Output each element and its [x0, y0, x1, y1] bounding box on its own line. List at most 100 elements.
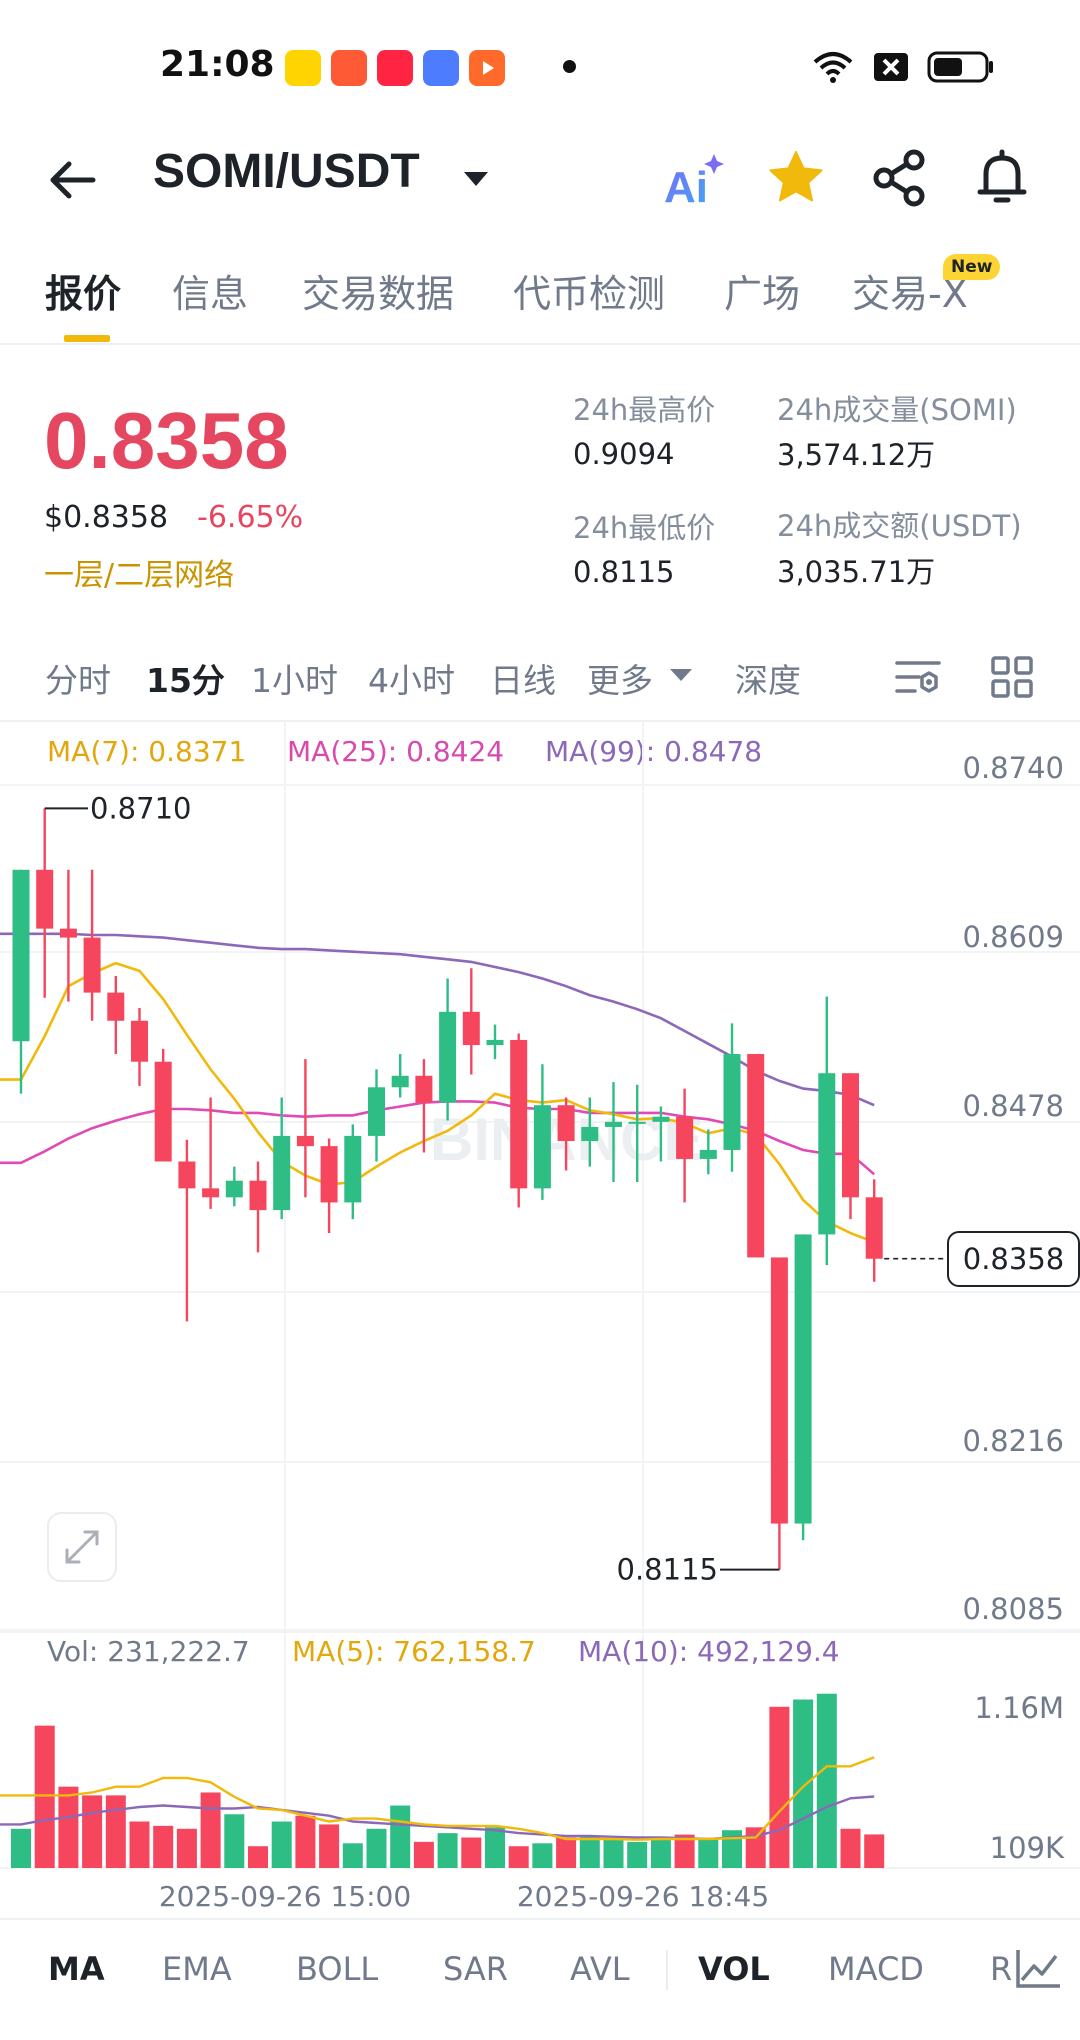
- volume-bar: [627, 1841, 648, 1868]
- layout-grid-icon[interactable]: [990, 655, 1034, 699]
- volume-bar: [816, 1693, 837, 1868]
- candle-down: [107, 992, 125, 1021]
- volume-bar: [864, 1834, 885, 1868]
- app-icon-2: [331, 50, 367, 86]
- interval-more[interactable]: 更多: [587, 661, 653, 700]
- volume-ma10-legend: MA(10): 492,129.4: [578, 1635, 840, 1668]
- video-app-icon: [469, 50, 505, 86]
- volume-bar: [58, 1786, 79, 1868]
- interval-depth[interactable]: 深度: [735, 661, 801, 700]
- candle-up: [794, 1234, 812, 1524]
- chart-top-divider: [0, 720, 1080, 722]
- candle-down: [320, 1146, 338, 1203]
- indicator-sar[interactable]: SAR: [443, 1950, 509, 1988]
- price-change-percent: -6.65%: [197, 500, 304, 535]
- high-24h-value: 0.9094: [573, 437, 675, 471]
- candle-up: [699, 1149, 717, 1159]
- tab-trading-data[interactable]: 交易数据: [302, 272, 455, 316]
- candle-down: [770, 1257, 788, 1524]
- volume-bar: [769, 1706, 790, 1868]
- tab-info[interactable]: 信息: [172, 272, 249, 316]
- more-caret-icon[interactable]: [668, 667, 694, 683]
- app-icon-4: [423, 50, 459, 86]
- no-sim-icon: [874, 53, 908, 81]
- amount-24h-label: 24h成交额(USDT): [777, 509, 1022, 543]
- volume-bar: [650, 1838, 671, 1868]
- indicator-avl[interactable]: AVL: [570, 1950, 630, 1988]
- indicator-vol[interactable]: VOL: [698, 1950, 770, 1988]
- interval-1d[interactable]: 日线: [490, 661, 556, 700]
- price-axis-label: 0.8085: [963, 1592, 1064, 1626]
- volume-bar: [579, 1836, 600, 1868]
- volume-bar: [129, 1821, 150, 1868]
- volume-bar: [722, 1830, 742, 1868]
- interval-15m[interactable]: 15分: [146, 661, 225, 700]
- volume-bar: [34, 1725, 55, 1868]
- volume-bar: [413, 1841, 434, 1868]
- bell-icon[interactable]: [972, 148, 1032, 208]
- candle-down: [154, 1061, 172, 1162]
- tab-quote[interactable]: 报价: [45, 272, 122, 316]
- volume-ma5-line: [0, 1756, 875, 1841]
- candle-up: [273, 1135, 291, 1211]
- ma99-legend: MA(99): 0.8478: [545, 735, 763, 768]
- tab-square[interactable]: 广场: [724, 272, 801, 316]
- volume-bar: [390, 1805, 411, 1868]
- price-axis-label: 0.8478: [963, 1089, 1064, 1123]
- interval-4h[interactable]: 4小时: [368, 661, 455, 700]
- volume-legend: Vol: 231,222.7: [47, 1635, 250, 1668]
- volume-bar: [271, 1821, 292, 1868]
- candle-down: [510, 1039, 528, 1189]
- ma99-line: [0, 932, 875, 1107]
- indicator-tabs: MA EMA BOLL SAR AVL VOL MACD R: [0, 1918, 1080, 2018]
- volume-bar: [224, 1814, 245, 1868]
- share-icon[interactable]: [870, 148, 930, 208]
- chart-settings-icon[interactable]: [895, 655, 941, 699]
- status-bar: 21:08: [0, 0, 1080, 130]
- caret-down-icon[interactable]: [462, 170, 490, 188]
- system-icons: [811, 50, 995, 84]
- indicator-rsi[interactable]: R: [990, 1950, 1013, 1988]
- volume-bar: [200, 1792, 221, 1868]
- favorite-star-icon[interactable]: [766, 148, 826, 208]
- volume-bar: [366, 1828, 387, 1868]
- volume-bar: [532, 1843, 553, 1868]
- candle-down: [557, 1105, 575, 1142]
- back-arrow-icon[interactable]: [45, 152, 101, 208]
- candle-down: [676, 1116, 694, 1159]
- indicator-ema[interactable]: EMA: [162, 1950, 232, 1988]
- volume-bar: [485, 1827, 505, 1868]
- low-24h-label: 24h最低价: [573, 511, 716, 545]
- fullscreen-button[interactable]: [47, 1512, 117, 1582]
- price-axis-label: 0.8216: [963, 1424, 1064, 1458]
- interval-time-share[interactable]: 分时: [45, 661, 111, 700]
- ai-icon[interactable]: Ai: [660, 148, 726, 210]
- battery-icon: [927, 51, 993, 83]
- chart-compare-icon[interactable]: [1012, 1946, 1064, 1992]
- candle-down: [202, 1188, 220, 1198]
- notification-dot: [563, 60, 576, 73]
- candle-down: [36, 869, 54, 929]
- volume-bar: [105, 1795, 126, 1868]
- notification-icons: [285, 50, 505, 86]
- indicator-ma[interactable]: MA: [48, 1950, 105, 1988]
- indicator-boll[interactable]: BOLL: [296, 1950, 379, 1988]
- network-tag[interactable]: 一层/二层网络: [44, 558, 235, 593]
- candle-up: [533, 1105, 551, 1189]
- trading-pair-title[interactable]: SOMI/USDT: [153, 145, 420, 198]
- ma25-legend: MA(25): 0.8424: [287, 735, 505, 768]
- volume-bar: [82, 1795, 103, 1868]
- volume-bar: [603, 1838, 624, 1868]
- candlestick-chart[interactable]: BINANCE 0.87400.86090.84780.82160.80850.…: [0, 0, 1080, 1918]
- low-marker-label: 0.8115: [617, 1553, 718, 1587]
- volume-bar: [674, 1834, 695, 1868]
- volume-bar: [840, 1828, 861, 1868]
- expand-icon: [65, 1530, 99, 1564]
- indicator-macd[interactable]: MACD: [828, 1950, 924, 1988]
- candle-up: [581, 1126, 599, 1142]
- amount-24h-value: 3,035.71万: [777, 555, 936, 589]
- tab-token-check[interactable]: 代币检测: [513, 272, 666, 316]
- last-price-tag: 0.8358: [947, 1230, 1080, 1287]
- interval-1h[interactable]: 1小时: [251, 661, 338, 700]
- active-tab-indicator: [64, 335, 110, 342]
